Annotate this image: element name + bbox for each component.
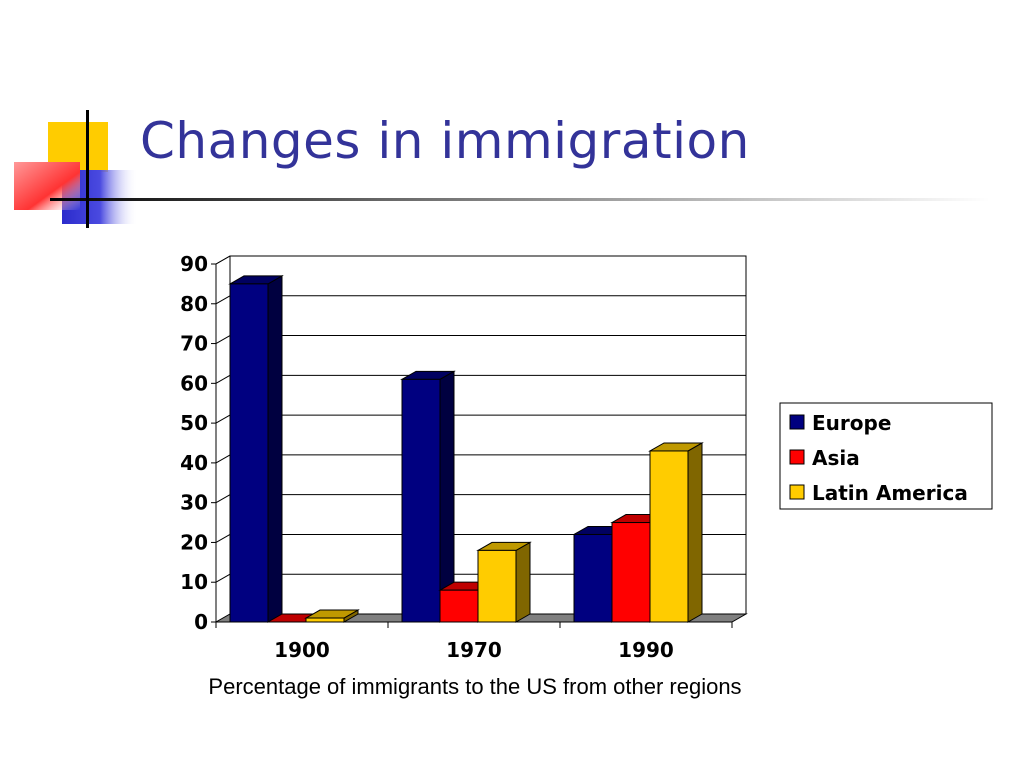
- legend-label: Asia: [812, 446, 860, 470]
- red-square-shape: [14, 162, 80, 210]
- gridline-side: [215, 255, 231, 265]
- bar-europe-1900: [228, 275, 284, 623]
- bar-front-face: [573, 533, 613, 623]
- gridline-side: [215, 534, 231, 543]
- bar-latin-america-1990: [648, 442, 704, 623]
- legend-item: Europe: [789, 411, 891, 435]
- bar-front-face: [401, 378, 441, 623]
- y-tick-label: 10: [180, 570, 208, 594]
- bar-side-face: [687, 442, 703, 623]
- gridline-side: [215, 374, 231, 384]
- x-tick-label: 1970: [446, 638, 502, 662]
- gridline-side: [215, 454, 231, 464]
- bar-latin-america-1970: [476, 541, 532, 623]
- legend-item: Latin America: [789, 481, 968, 505]
- slide-title: Changes in immigration: [140, 112, 750, 170]
- y-tick-label: 90: [180, 252, 208, 276]
- x-tick-label: 1990: [618, 638, 674, 662]
- y-tick-label: 30: [180, 491, 208, 515]
- bar-latin-america-1900: [304, 609, 360, 623]
- slide-corner-decoration: [14, 110, 990, 228]
- x-axis-ticks: 1900 1970 1990: [215, 622, 733, 662]
- bar-side-face: [267, 275, 283, 623]
- gridline-side: [215, 295, 231, 305]
- chart-legend: Europe Asia Latin America: [779, 402, 993, 510]
- legend-swatch: [789, 484, 805, 500]
- gridline-side: [215, 335, 231, 344]
- gridline-side: [215, 414, 231, 424]
- y-tick-label: 40: [180, 451, 208, 475]
- y-tick-label: 70: [180, 332, 208, 356]
- gridline-side: [215, 494, 231, 504]
- legend-label: Latin America: [812, 481, 968, 505]
- y-tick-label: 80: [180, 292, 208, 316]
- vertical-accent-line: [86, 110, 89, 228]
- legend-item: Asia: [789, 446, 860, 470]
- bar-front-face: [229, 283, 269, 623]
- bar-front-face: [611, 522, 651, 623]
- bar-front-face: [439, 589, 479, 623]
- y-tick-label: 0: [194, 610, 208, 634]
- y-tick-label: 20: [180, 530, 208, 554]
- y-tick-label: 50: [180, 411, 208, 435]
- bar-front-face: [477, 549, 517, 623]
- title-underline: [50, 198, 990, 201]
- bar-front-face: [305, 617, 345, 623]
- x-tick-label: 1900: [274, 638, 330, 662]
- bar-front-face: [649, 450, 689, 623]
- chart-caption: Percentage of immigrants to the US from …: [208, 674, 742, 699]
- legend-swatch: [789, 414, 805, 430]
- gridline-side: [215, 573, 231, 583]
- bar-europe-1970: [400, 370, 456, 623]
- bars: [228, 275, 704, 623]
- legend-box: [779, 402, 993, 510]
- legend-label: Europe: [812, 411, 891, 435]
- bar-side-face: [515, 541, 531, 623]
- y-axis-ticks: 0 10 20 30 40 50 60 70 80 90: [180, 252, 216, 634]
- legend-swatch: [789, 449, 805, 465]
- y-tick-label: 60: [180, 371, 208, 395]
